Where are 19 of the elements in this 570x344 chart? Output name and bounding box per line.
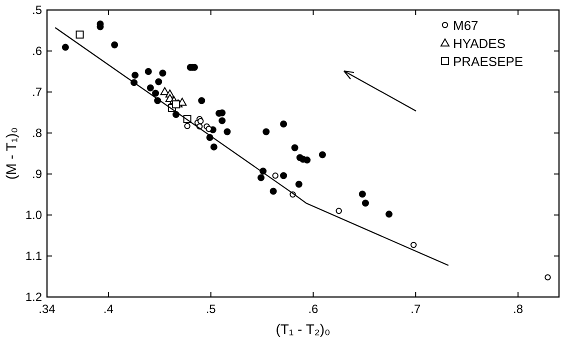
y-tick-label: 1.0 (25, 208, 42, 222)
y-tick-label: 1.1 (25, 249, 42, 263)
x-axis-title: (T₁ - T₂)₀ (276, 321, 330, 337)
y-tick-label: .6 (32, 44, 42, 58)
legend-label: PRAESEPE (453, 54, 524, 69)
legend-label: HYADES (453, 36, 506, 51)
y-tick-label: .5 (32, 3, 42, 17)
y-tick-label: 1.2 (25, 290, 42, 304)
x-tick-label: .4 (103, 302, 114, 316)
x-tick-label: .5 (206, 302, 216, 316)
x-tick-label: .7 (410, 302, 421, 316)
y-tick-label: .8 (32, 126, 42, 140)
y-tick-label: .9 (32, 167, 42, 181)
x-tick-label: .8 (513, 302, 524, 316)
y-tick-label: .7 (32, 85, 42, 99)
x-tick-label: .34 (38, 302, 56, 316)
legend-label: M67 (453, 18, 478, 33)
y-axis-title: (M - T₁)₀ (3, 127, 19, 180)
x-tick-label: .6 (308, 302, 319, 316)
